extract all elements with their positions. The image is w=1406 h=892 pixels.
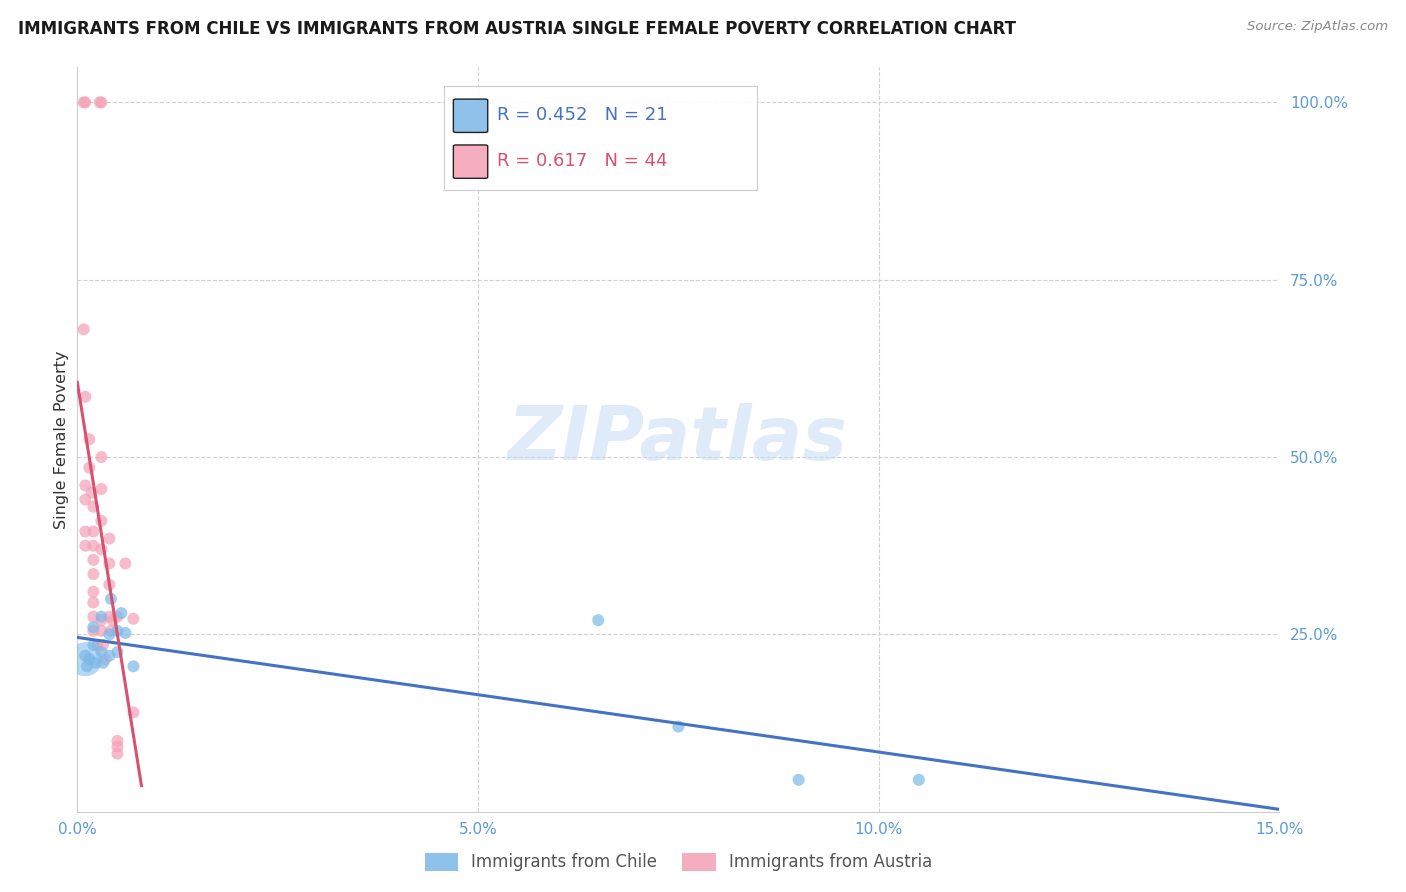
Point: [75, 492, 97, 507]
Point: [107, 747, 129, 761]
Point: [122, 659, 145, 673]
Point: [100, 591, 122, 606]
Point: [98, 578, 121, 592]
Text: Source: ZipAtlas.com: Source: ZipAtlas.com: [1247, 20, 1388, 33]
Point: [98, 648, 121, 663]
Point: [114, 626, 136, 640]
Point: [101, 613, 124, 627]
Point: [82, 595, 104, 609]
Point: [89, 95, 111, 110]
Point: [82, 500, 104, 514]
Point: [90, 609, 112, 624]
Legend: Immigrants from Chile, Immigrants from Austria: Immigrants from Chile, Immigrants from A…: [418, 846, 939, 878]
Point: [122, 706, 145, 720]
Point: [75, 95, 97, 110]
Point: [73, 322, 96, 336]
Point: [82, 620, 104, 634]
Point: [82, 624, 104, 638]
Point: [668, 720, 690, 734]
Point: [90, 482, 112, 496]
Point: [79, 433, 101, 447]
Y-axis label: Single Female Poverty: Single Female Poverty: [53, 350, 69, 529]
Point: [82, 567, 104, 582]
Point: [114, 557, 136, 571]
Point: [82, 553, 104, 567]
Point: [98, 609, 121, 624]
Point: [82, 638, 104, 652]
Point: [90, 450, 112, 464]
Point: [76, 659, 98, 673]
Point: [82, 584, 104, 599]
Text: IMMIGRANTS FROM CHILE VS IMMIGRANTS FROM AUSTRIA SINGLE FEMALE POVERTY CORRELATI: IMMIGRANTS FROM CHILE VS IMMIGRANTS FROM…: [18, 20, 1017, 37]
Point: [79, 652, 101, 666]
Point: [91, 638, 114, 652]
Point: [107, 609, 129, 624]
Point: [107, 645, 129, 659]
Point: [82, 524, 104, 539]
Point: [79, 460, 101, 475]
Point: [84, 656, 107, 670]
Point: [75, 652, 97, 666]
Point: [94, 652, 117, 666]
Point: [75, 524, 97, 539]
Point: [107, 733, 129, 747]
Point: [75, 539, 97, 553]
Point: [98, 627, 121, 641]
Point: [90, 95, 112, 110]
Point: [588, 613, 610, 627]
Point: [98, 532, 121, 546]
Point: [90, 514, 112, 528]
Point: [91, 656, 114, 670]
Point: [122, 612, 145, 626]
Point: [98, 557, 121, 571]
Point: [75, 390, 97, 404]
Point: [75, 478, 97, 492]
Point: [82, 609, 104, 624]
Point: [107, 739, 129, 754]
Point: [73, 95, 96, 110]
Point: [82, 539, 104, 553]
Point: [110, 606, 132, 620]
Point: [90, 613, 112, 627]
Point: [75, 648, 97, 663]
Point: [86, 638, 108, 652]
Text: ZIPatlas: ZIPatlas: [509, 403, 848, 475]
Point: [90, 624, 112, 638]
Point: [80, 485, 103, 500]
Point: [90, 542, 112, 557]
Point: [90, 645, 112, 659]
Point: [787, 772, 810, 787]
Point: [107, 624, 129, 638]
Point: [908, 772, 931, 787]
Point: [100, 624, 122, 638]
